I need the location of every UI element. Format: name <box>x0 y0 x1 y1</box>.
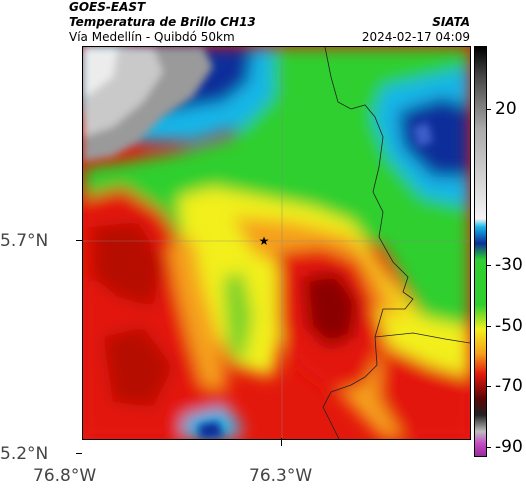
brightness-temperature-field: ★ <box>83 47 470 439</box>
colorbar-tick: -50 <box>495 316 523 336</box>
lon-tick: 76.3°W <box>249 466 313 486</box>
colorbar-tick: -90 <box>495 437 523 457</box>
star-marker: ★ <box>259 234 270 248</box>
lat-tick: 5.2°N <box>0 444 49 464</box>
product-title: Temperatura de Brillo CH13 <box>69 15 256 29</box>
lat-tick-mark <box>76 240 82 241</box>
colorbar-tick: -70 <box>495 376 523 396</box>
colorbar-tick: -30 <box>495 255 523 275</box>
org-label: SIATA <box>432 15 470 29</box>
route-subtitle: Vía Medellín - Quibdó 50km <box>69 30 235 44</box>
colorbar <box>474 46 487 457</box>
lon-tick-mark <box>281 438 282 446</box>
satellite-title: GOES-EAST <box>69 0 146 14</box>
colorbar-tick: 20 <box>495 99 517 119</box>
datetime-label: 2024-02-17 04:09 <box>361 30 470 44</box>
satellite-map: ★ <box>82 46 471 440</box>
lat-tick: 5.7°N <box>0 231 49 251</box>
department-border <box>322 47 414 439</box>
lon-tick: 76.8°W <box>33 466 97 486</box>
lat-tick-mark <box>76 453 82 454</box>
department-border-east <box>374 332 470 344</box>
